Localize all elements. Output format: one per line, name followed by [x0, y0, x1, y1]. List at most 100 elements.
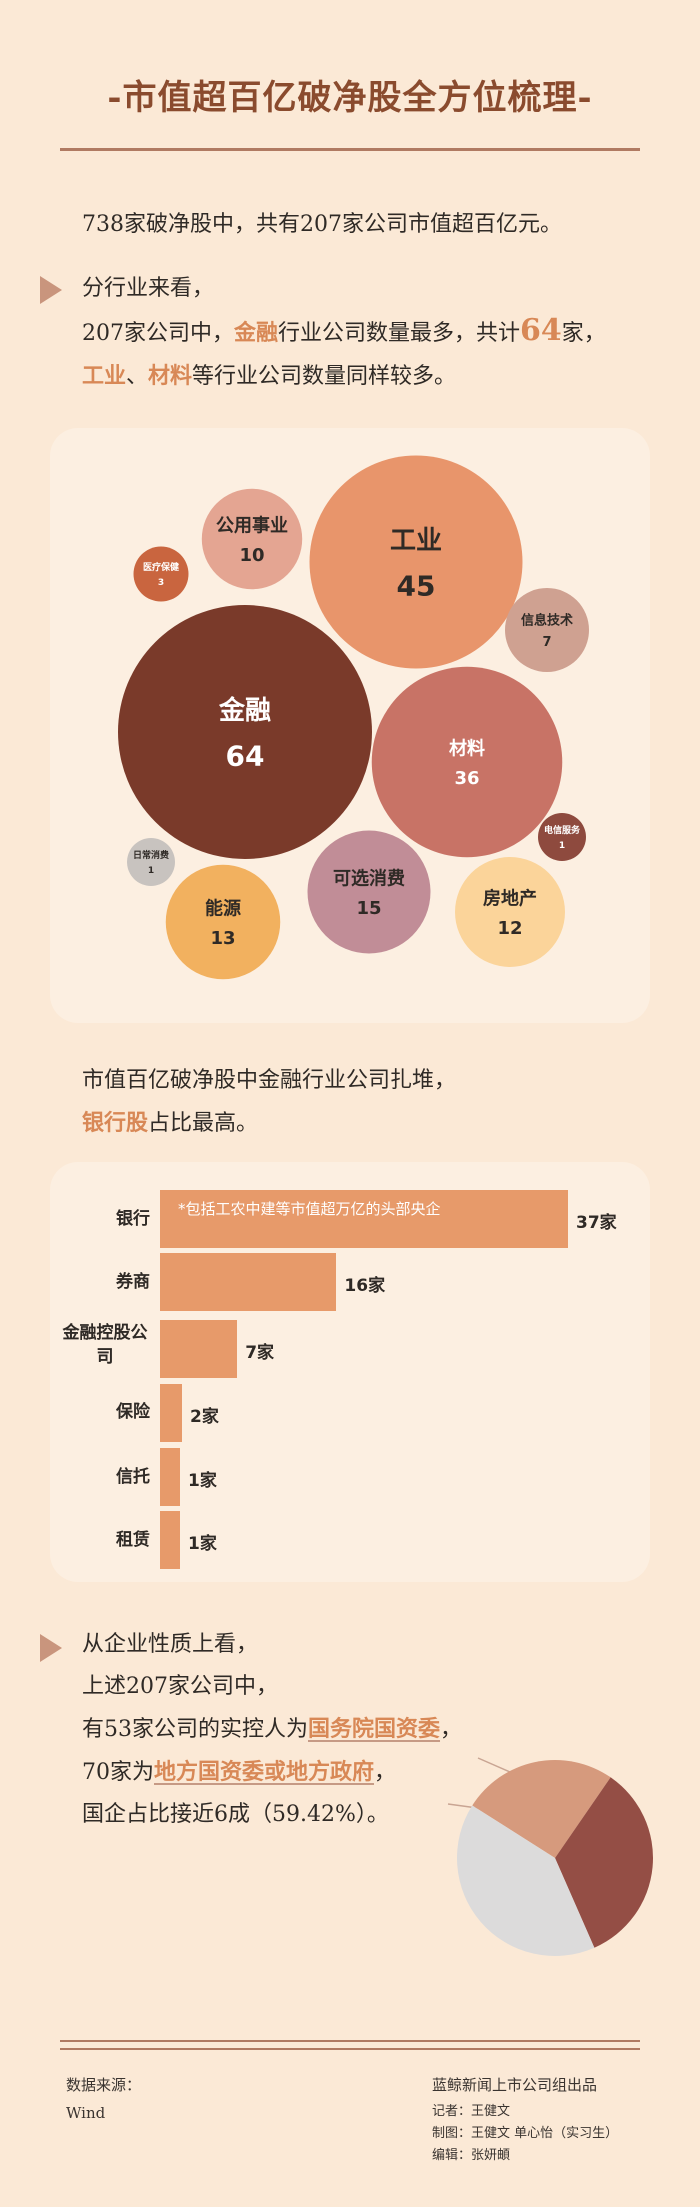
bubble-value: 15	[356, 898, 381, 919]
section1-text: 分行业来看， 207家公司中，金融行业公司数量最多，共计64家， 工业、材料等行…	[82, 268, 606, 398]
section3-line3: 有53家公司的实控人为国务院国资委，	[82, 1708, 462, 1751]
bubble-value: 12	[497, 918, 522, 939]
source-value: Wind	[66, 2104, 106, 2122]
intro-text: 738家破净股中，共有207家公司市值超百亿元。	[82, 212, 562, 237]
bubble-label: 材料	[449, 737, 485, 759]
bubble-label: 医疗保健	[143, 561, 179, 573]
bar	[160, 1511, 180, 1569]
section3-line3-b: ，	[440, 1717, 463, 1742]
footer-divider-1	[60, 2040, 640, 2042]
bubble-circle	[127, 838, 175, 886]
bar-annotation: *包括工农中建等市值超万亿的头部央企	[178, 1200, 441, 1218]
bubble-label: 能源	[205, 897, 241, 919]
bubble-value: 7	[542, 635, 551, 650]
bubble-value: 36	[454, 768, 479, 789]
bubble-5: 房地产 12	[455, 857, 565, 967]
bubble-label: 信息技术	[521, 613, 573, 629]
section-marker-icon	[40, 276, 62, 304]
section2-line1: 市值百亿破净股中金融行业公司扎堆，	[82, 1068, 457, 1093]
title-divider	[60, 148, 640, 151]
bubble-label: 金融	[218, 695, 271, 726]
bubble-4: 能源 13	[165, 864, 281, 980]
bubble-value: 64	[226, 740, 265, 773]
bubble-circle	[504, 587, 590, 673]
bar-value: 1家	[188, 1471, 217, 1491]
bar-label: 银行	[116, 1209, 150, 1229]
bar	[160, 1448, 180, 1506]
bubble-circle	[118, 605, 372, 859]
section3-marker-icon	[40, 1634, 62, 1662]
bar-chart: 银行 37家 *包括工农中建等市值超万亿的头部央企 券商 16家 金融控股公司 7家 保险 2家…	[62, 1190, 617, 1569]
bar-label: 租赁	[116, 1530, 150, 1550]
highlight-finance: 金融	[234, 320, 279, 346]
bubble-circle	[309, 455, 523, 669]
bubble-3: 可选消费 15	[307, 830, 431, 954]
section3-line4-a: 70家为	[82, 1760, 154, 1785]
bubble-1: 工业 45	[309, 455, 523, 669]
bubble-value: 10	[239, 545, 264, 566]
section2-line2-b: 占比最高。	[148, 1111, 259, 1136]
section2-text: 市值百亿破净股中金融行业公司扎堆， 银行股占比最高。	[82, 1060, 456, 1145]
bubble-9: 日常消费 1	[127, 838, 175, 886]
section1-line1: 分行业来看，	[82, 276, 215, 301]
pie-slice-0	[472, 1760, 611, 1858]
bubble-value: 45	[397, 570, 436, 603]
bar-label: 保险	[116, 1402, 150, 1422]
bubble-circle	[201, 488, 303, 590]
bubble-circle	[371, 666, 563, 858]
bubble-0: 金融 64	[118, 605, 372, 859]
bubble-circle	[133, 546, 189, 602]
section2-line2: 银行股占比最高。	[82, 1102, 456, 1145]
bubble-value: 13	[210, 928, 235, 949]
footer-divider-2	[60, 2048, 640, 2050]
bar-label: 金融控股公司	[62, 1323, 148, 1367]
bubble-value: 1	[148, 866, 154, 876]
bar	[160, 1190, 568, 1248]
editor-credit: 编辑：张妍頔	[432, 2148, 511, 2163]
bubble-7: 信息技术 7	[504, 587, 590, 673]
pie-connector-1	[477, 1757, 511, 1773]
bar-value: 2家	[190, 1407, 219, 1427]
bubble-2: 材料 36	[371, 666, 563, 858]
bubble-10: 电信服务 1	[538, 813, 586, 861]
org-credit: 蓝鲸新闻上市公司组出品	[432, 2076, 598, 2094]
bar-label: 信托	[116, 1467, 150, 1487]
bar-value: 7家	[245, 1343, 275, 1363]
section3-line5: 国企占比接近6成（59.42%）。	[82, 1802, 389, 1827]
bubble-value: 1	[559, 841, 565, 851]
highlight-sasac: 国务院国资委	[308, 1716, 441, 1742]
section3-line2: 上述207家公司中，	[82, 1674, 278, 1699]
bubble-circle	[165, 864, 281, 980]
highlight-industry: 工业	[82, 363, 127, 389]
design-credit: 制图：王健文 单心怡（实习生）	[432, 2126, 619, 2141]
bar-value: 16家	[344, 1276, 386, 1296]
pie-slice-2	[457, 1805, 595, 1956]
section1-line3: 工业、材料等行业公司数量同样较多。	[82, 355, 606, 398]
bubble-label: 电信服务	[544, 824, 581, 836]
bar	[160, 1253, 337, 1311]
bubble-value: 3	[158, 578, 164, 588]
bar	[160, 1320, 238, 1378]
bar-label: 券商	[116, 1272, 150, 1292]
bubble-label: 工业	[390, 526, 442, 556]
section3-line1: 从企业性质上看，	[82, 1632, 259, 1657]
bubble-chart: 金融64工业45材料36可选消费15能源13房地产12公用事业10信息技术7医疗…	[118, 455, 590, 980]
bubble-8: 医疗保健 3	[133, 546, 189, 602]
bubble-label: 日常消费	[133, 849, 169, 861]
section3-line4-b: ，	[374, 1760, 397, 1785]
section1-line2-c: 家，	[561, 321, 606, 346]
highlight-materials: 材料	[148, 363, 193, 389]
bubble-circle	[538, 813, 586, 861]
highlight-bank: 银行股	[82, 1110, 149, 1136]
section1-sep: 、	[126, 364, 149, 389]
section1-line2-b: 行业公司数量最多，共计	[278, 321, 521, 346]
section3-line3-a: 有53家公司的实控人为	[82, 1717, 308, 1742]
section1-line3-b: 等行业公司数量同样较多。	[192, 364, 457, 389]
section3-line4: 70家为地方国资委或地方政府，	[82, 1751, 462, 1794]
section1-line2-a: 207家公司中，	[82, 321, 234, 346]
pie-chart	[447, 1757, 653, 1956]
source-label: 数据来源：	[66, 2076, 142, 2094]
bubble-6: 公用事业 10	[201, 488, 303, 590]
highlight-local-gov: 地方国资委或地方政府	[154, 1759, 375, 1785]
bubble-label: 公用事业	[216, 514, 288, 536]
